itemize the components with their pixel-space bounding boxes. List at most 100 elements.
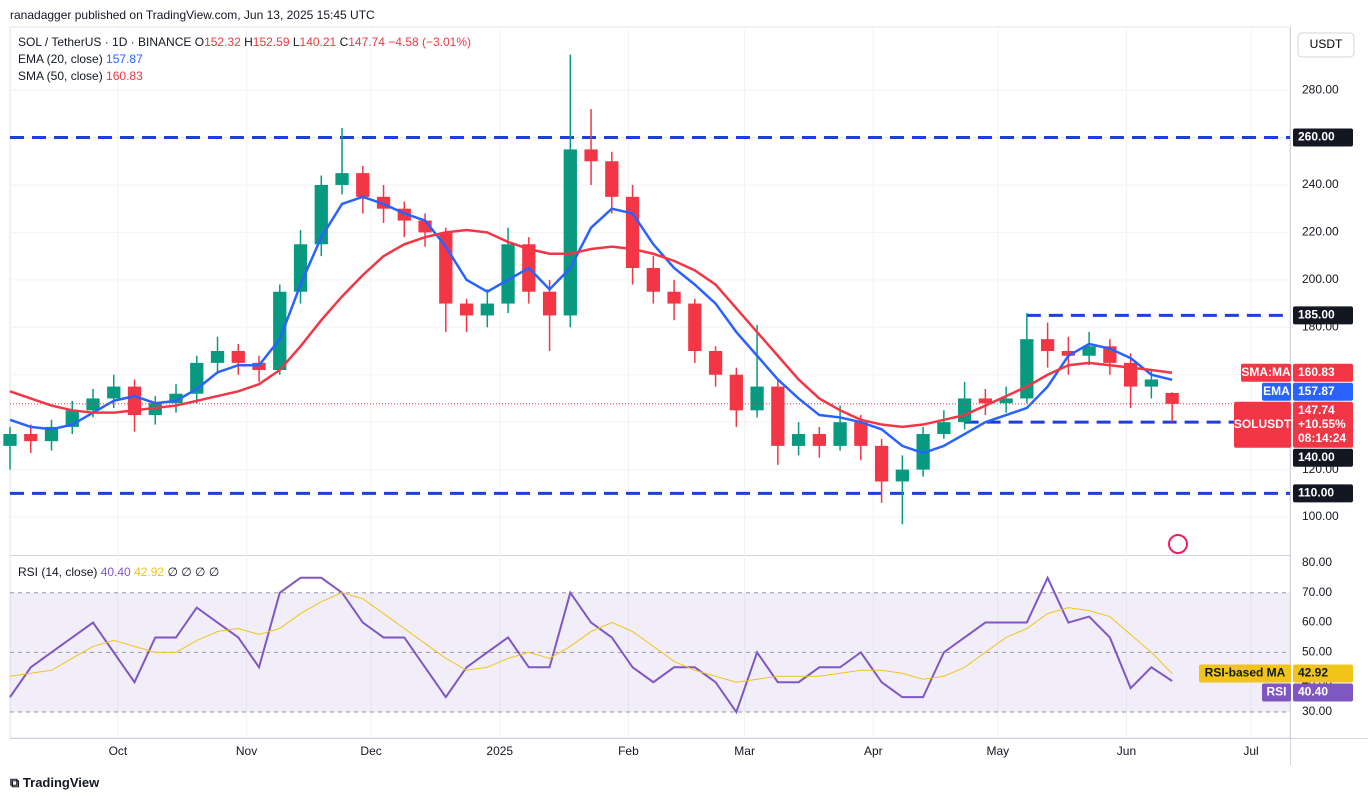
candle-body <box>356 173 370 197</box>
candle-body <box>937 422 951 435</box>
ema-badge-tag: EMA <box>1263 384 1290 398</box>
candle-body <box>771 386 785 446</box>
candle-body <box>854 422 868 446</box>
candle-body <box>3 434 17 446</box>
y-tick-label: 200.00 <box>1302 272 1339 286</box>
level-badge: 260.00 <box>1298 130 1335 144</box>
overlay-line <box>9 228 1173 429</box>
candle-body <box>688 303 702 352</box>
sma-legend: SMA (50, close) 160.83 <box>18 69 143 83</box>
candle-body <box>978 398 992 404</box>
candle-body <box>999 398 1013 404</box>
x-tick-label: Nov <box>236 744 257 758</box>
x-tick-label: Dec <box>360 744 381 758</box>
rsi-tick-label: 80.00 <box>1302 555 1332 569</box>
candle-body <box>1040 339 1055 352</box>
candle-body <box>439 232 453 304</box>
candle-body <box>107 386 121 399</box>
x-tick-label: Jun <box>1117 744 1136 758</box>
candle-body <box>314 184 328 245</box>
ohlc-label: C <box>339 35 349 49</box>
sma-name: SMA (50, close) <box>18 69 103 83</box>
rsi-ma-badge-tag: RSI-based MA <box>1205 666 1286 680</box>
level-badge-bg <box>1293 484 1353 503</box>
overlay-line <box>9 195 1173 455</box>
candle-body <box>625 196 640 268</box>
candle-body <box>24 434 38 442</box>
ohlc-value: 147.74 <box>348 35 385 49</box>
ohlc-label: L <box>292 35 300 49</box>
candle-body <box>210 351 225 363</box>
ohlc-label: O <box>194 35 205 49</box>
sma-value: 160.83 <box>106 69 143 83</box>
sma-badge-tag-bg <box>1241 363 1291 382</box>
rsi-name: RSI (14, close) <box>18 565 98 579</box>
level-badge-bg <box>1293 128 1353 147</box>
rsi-ma-badge-bg <box>1293 664 1353 683</box>
rsi-badge: 40.40 <box>1298 685 1328 699</box>
chart: USDT Oct Nov Dec 2025 Feb Mar Apr May Jun Jul 100.… <box>3 26 1368 765</box>
ema-badge-bg <box>1293 382 1353 401</box>
level-badge-bg <box>1293 306 1353 325</box>
ema-value: 157.87 <box>106 52 143 66</box>
candle-body <box>833 422 847 446</box>
alert-icon[interactable] <box>1168 534 1188 554</box>
y-tick-label: 280.00 <box>1302 82 1339 96</box>
candle-body <box>646 267 660 292</box>
last-price-badge-tag: SOLUSDT <box>1234 417 1292 431</box>
candle-body <box>750 386 764 411</box>
y-tick-label: 100.00 <box>1302 509 1339 523</box>
last-price-badge: 147.74 <box>1298 403 1335 417</box>
x-tick-label: 2025 <box>486 744 513 758</box>
rsi-ma-value: 42.92 <box>134 565 165 579</box>
x-tick-label: Mar <box>734 744 755 758</box>
last-price-badge-tag-bg <box>1234 401 1291 448</box>
ohlc-value: 152.59 <box>252 35 290 49</box>
candle-body <box>1061 351 1076 356</box>
rsi-line <box>9 592 1173 683</box>
rsi-badge-bg <box>1293 683 1353 702</box>
candle-body <box>231 351 245 363</box>
ohlc-value: 152.32 <box>204 35 241 49</box>
symbol: SOL / TetherUS · 1D · BINANCE <box>18 35 192 49</box>
sma-badge: 160.83 <box>1298 365 1335 379</box>
candle-body <box>335 173 349 185</box>
y-tick-label: 220.00 <box>1302 225 1339 239</box>
y-tick-label: 240.00 <box>1302 177 1339 191</box>
level-badge: 185.00 <box>1298 308 1335 322</box>
candle-body <box>957 398 972 423</box>
rsi-tick-label: 50.00 <box>1302 645 1332 659</box>
level-badge: 140.00 <box>1298 450 1335 464</box>
candle-body <box>1165 392 1179 404</box>
rsi-badge-tag-bg <box>1262 683 1291 702</box>
ohlc-value: 140.21 <box>299 35 337 49</box>
ema-badge-tag-bg <box>1262 382 1291 401</box>
sma-badge-tag: SMA:MA <box>1241 365 1291 379</box>
footer: ⧉ TradingView <box>10 775 99 791</box>
last-price-badge: +10.55% <box>1298 417 1346 431</box>
brand: TradingView <box>22 775 100 790</box>
candle-body <box>480 303 494 316</box>
rsi-tick-label: 30.00 <box>1302 704 1332 718</box>
symbol-legend: SOL / TetherUS · 1D · BINANCE O152.32 H1… <box>18 35 471 49</box>
ohlc-label: H <box>244 35 253 49</box>
published-note: ranadagger published on TradingView.com,… <box>10 8 375 22</box>
rsi-extra: ∅ ∅ ∅ ∅ <box>167 565 220 579</box>
change: −4.58 (−3.01%) <box>388 35 472 49</box>
x-tick-label: Apr <box>864 744 883 758</box>
candle-body <box>584 149 598 162</box>
candle-body <box>1144 379 1159 387</box>
currency-button[interactable] <box>1297 32 1355 58</box>
x-tick-label: May <box>986 744 1009 758</box>
rsi-value: 40.40 <box>100 565 131 579</box>
candle-body <box>542 291 557 316</box>
candle-body <box>86 398 100 411</box>
candle-body <box>563 149 577 316</box>
candle-body <box>273 291 287 370</box>
candle-body <box>501 244 515 304</box>
rsi-tick-label: 70.00 <box>1302 585 1332 599</box>
candle-body <box>459 303 474 316</box>
candle-body <box>605 161 619 197</box>
candle-body <box>812 434 826 446</box>
